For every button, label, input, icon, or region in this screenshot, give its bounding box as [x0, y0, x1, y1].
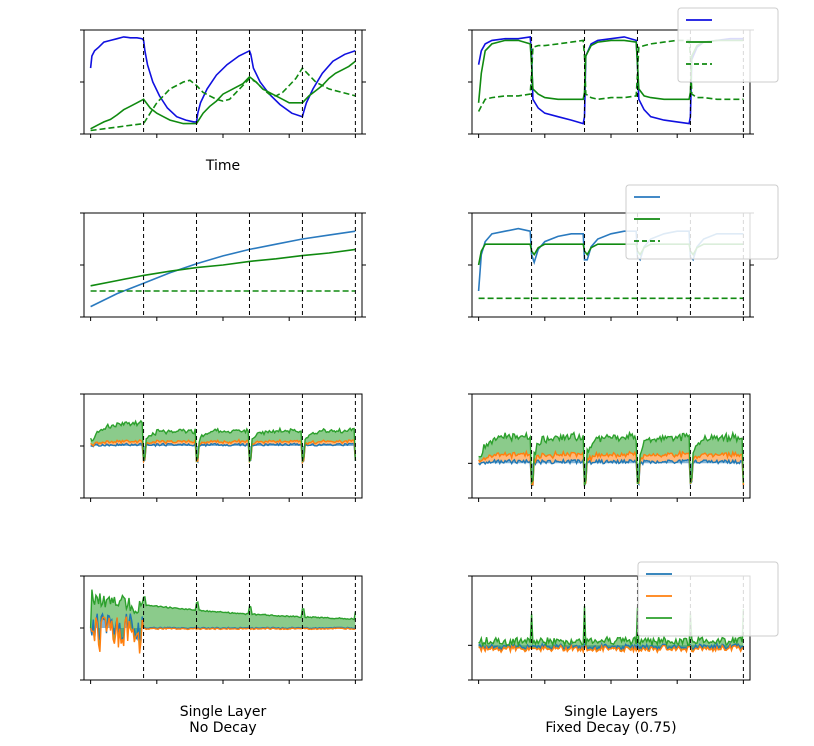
series-line-2	[89, 589, 357, 629]
x-axis-label-line: Single Layers	[564, 704, 658, 720]
band-u2	[478, 451, 744, 486]
plot-area-C1	[89, 419, 357, 465]
series-line-1	[90, 437, 357, 465]
band-u3	[90, 589, 356, 654]
x-axis-label: Time	[205, 158, 240, 174]
series-line-1	[90, 248, 356, 287]
legend-box	[625, 184, 779, 260]
series-line-1	[89, 616, 356, 654]
series-line-2	[478, 430, 745, 486]
chart-B1	[80, 212, 366, 321]
x-axis-label-line: No Decay	[189, 720, 256, 736]
chart-C3: Single Layer No Decay	[80, 575, 363, 736]
series-line-1	[478, 449, 745, 487]
axes-frame	[83, 29, 363, 135]
chart-C1	[80, 393, 363, 502]
legend	[637, 561, 779, 637]
x-axis-label-line: Fixed Decay (0.75)	[545, 720, 676, 736]
legend	[677, 7, 779, 83]
series-line-2	[90, 66, 356, 132]
chart-C4: Single Layers Fixed Decay (0.75)	[468, 561, 779, 736]
band-u1	[478, 459, 744, 486]
series-line-0	[90, 441, 357, 464]
series-line-0	[89, 612, 356, 643]
series-line-2	[478, 605, 745, 648]
plot-area-C3	[89, 589, 357, 654]
series-line-0	[89, 36, 356, 123]
series-line-0	[478, 457, 745, 488]
chart-A1: Time	[80, 29, 366, 174]
legend-box	[637, 561, 779, 637]
band-u3	[478, 432, 744, 486]
series-line-1	[478, 643, 744, 655]
series-line-0	[90, 230, 356, 308]
series-line-2	[89, 419, 357, 463]
series-line-0	[477, 35, 744, 125]
x-axis-label-line: Single Layer	[180, 704, 267, 720]
x-axis-label-line: Time	[205, 158, 240, 174]
plot-area-C2	[478, 430, 745, 488]
legend	[625, 184, 779, 260]
series-line-1	[90, 60, 356, 130]
chart-A2	[468, 7, 779, 138]
x-axis-label: Single Layer No Decay	[180, 704, 267, 736]
chart-B2	[468, 184, 779, 321]
x-axis-label: Single Layers Fixed Decay (0.75)	[545, 704, 676, 736]
plot-area-B1	[90, 230, 356, 308]
plot-area-A1	[89, 36, 356, 132]
chart-C2	[468, 393, 751, 502]
